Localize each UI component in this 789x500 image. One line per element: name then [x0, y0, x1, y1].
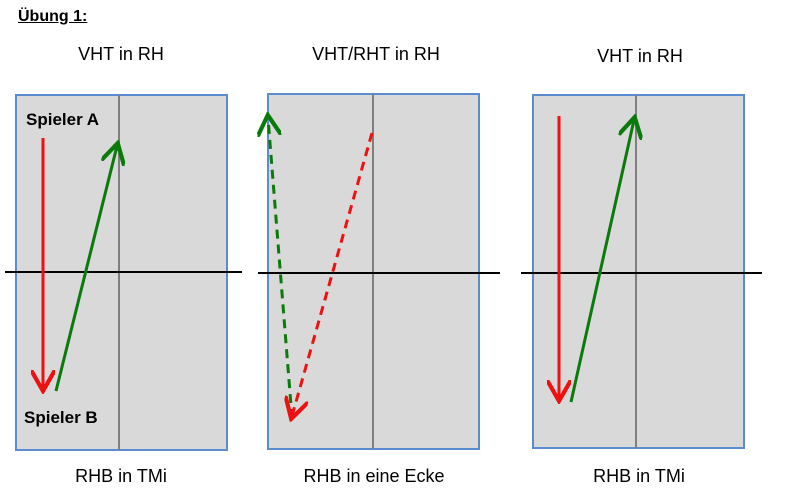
table-1-top-label: VHT in RH [78, 44, 164, 64]
table-3-surface [532, 94, 745, 449]
table-2-green-dashed-arrow [268, 118, 294, 419]
table-3-bottom-label: RHB in TMi [593, 466, 685, 486]
table-2 [258, 93, 500, 450]
player-a-label: Spieler A [26, 110, 100, 129]
table-2-red-dashed-arrow [292, 132, 374, 416]
table-3-top-label: VHT in RH [597, 46, 683, 66]
table-3 [521, 94, 762, 449]
table-2-bottom-label: RHB in eine Ecke [303, 466, 445, 486]
table-2-top-label: VHT/RHT in RH [312, 44, 440, 64]
table-1-green-arrow [54, 146, 117, 392]
table-3-green-arrow [569, 120, 634, 403]
exercise-title: Übung 1: [18, 8, 88, 25]
player-b-label: Spieler B [24, 408, 98, 427]
table-1 [5, 94, 242, 451]
table-1-bottom-label: RHB in TMi [75, 466, 167, 486]
